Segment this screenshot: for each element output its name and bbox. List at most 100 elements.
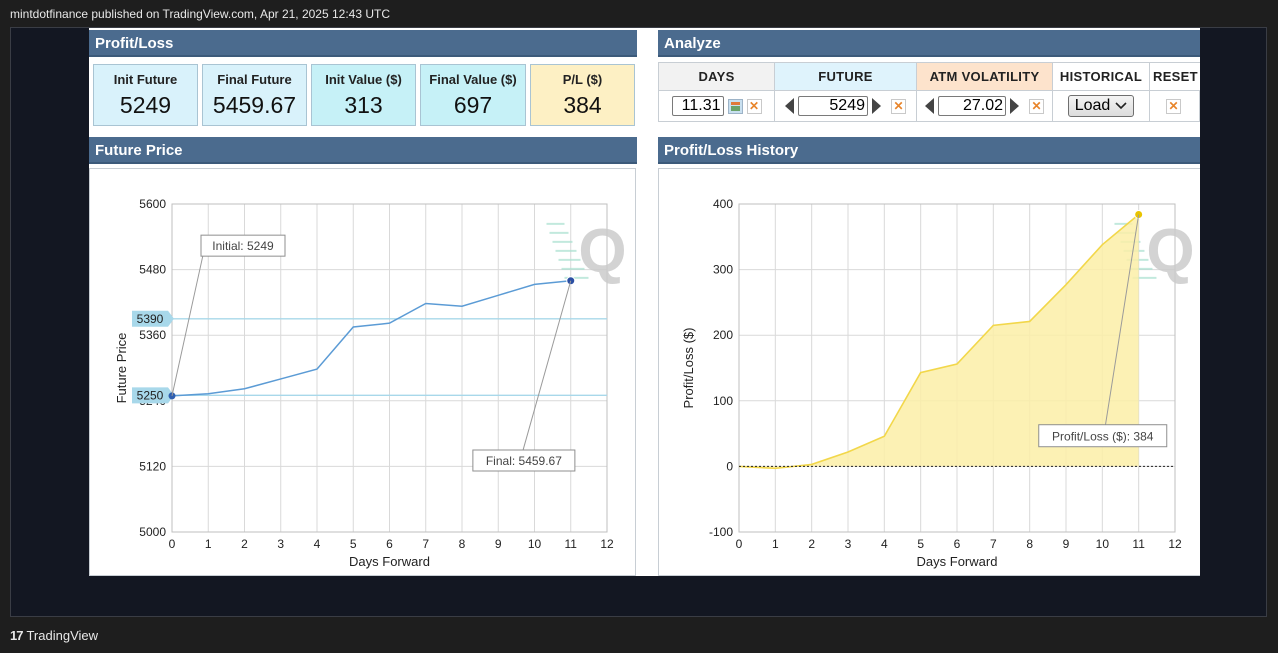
reset-column: RESET ✕ xyxy=(1150,63,1200,121)
summary-card: Final Value ($) 697 xyxy=(420,64,526,126)
pl-history-chart-panel: 0 1 2 3 4 5 6 7 8 9 10 11 12 -100 0 100 200 300 400 Days Fo… xyxy=(658,168,1200,576)
summary-card-label: Final Future xyxy=(217,72,292,87)
publish-info: mintdotfinance published on TradingView.… xyxy=(10,7,391,21)
days-column: DAYS 11.31 ✕ xyxy=(659,63,775,121)
x-tick-label: 0 xyxy=(169,537,176,551)
y-tick-label: 5120 xyxy=(139,459,166,473)
callout-line xyxy=(519,280,572,462)
summary-card: Init Future 5249 xyxy=(93,64,198,126)
y-axis-label: Future Price xyxy=(114,333,129,404)
load-button-label: Load xyxy=(1074,97,1111,114)
x-tick-label: 5 xyxy=(917,537,924,551)
volatility-increase-icon[interactable] xyxy=(1010,98,1019,114)
reference-label: 5250 xyxy=(137,388,164,402)
days-input[interactable]: 11.31 xyxy=(671,96,724,116)
callout-line xyxy=(171,255,204,396)
volatility-clear-icon[interactable]: ✕ xyxy=(1029,98,1044,114)
x-tick-label: 1 xyxy=(205,537,212,551)
x-tick-label: 8 xyxy=(459,537,466,551)
callout-box xyxy=(1038,424,1168,448)
y-tick-label: 5480 xyxy=(139,263,166,277)
plot-area xyxy=(171,203,608,533)
pl-final-label: Profit/Loss ($): 384 xyxy=(1052,430,1154,444)
summary-card-value: 384 xyxy=(563,92,602,118)
tradingview-brand: TradingView xyxy=(26,628,99,643)
historical-column: HISTORICAL Load xyxy=(1053,63,1150,121)
x-tick-label: 3 xyxy=(845,537,852,551)
reference-tag xyxy=(132,310,174,327)
pl-history-header: Profit/Loss History xyxy=(658,137,1200,164)
y-tick-label: 0 xyxy=(726,459,733,473)
reference-label: 5390 xyxy=(137,312,164,326)
plot-area xyxy=(738,203,1176,533)
y-tick-label: 400 xyxy=(713,197,733,211)
volatility-header: ATM VOLATILITY xyxy=(917,63,1052,91)
future-price-chart-panel: 0123456789101112500051205240536054805600… xyxy=(89,168,636,576)
x-tick-label: 2 xyxy=(808,537,815,551)
y-axis-label: Profit/Loss ($) xyxy=(681,328,696,409)
volatility-decrease-icon[interactable] xyxy=(925,98,934,114)
x-tick-label: 5 xyxy=(350,537,357,551)
summary-card-label: Init Value ($) xyxy=(325,72,402,87)
days-clear-icon[interactable]: ✕ xyxy=(746,98,762,114)
x-tick-label: 3 xyxy=(277,537,284,551)
y-tick-label: 5000 xyxy=(139,525,166,539)
calendar-icon[interactable] xyxy=(727,98,743,114)
price-line xyxy=(171,279,571,397)
x-tick-label: 7 xyxy=(990,537,997,551)
y-tick-label: 5360 xyxy=(139,328,166,342)
reset-icon[interactable]: ✕ xyxy=(1166,98,1181,114)
analyze-controls: DAYS 11.31 ✕ FUTURE 5249 ✕ ATM VOLATILIT… xyxy=(658,62,1200,122)
summary-card-value: 313 xyxy=(344,92,383,118)
callout-box xyxy=(472,449,576,472)
x-tick-label: 8 xyxy=(1026,537,1033,551)
summary-card-label: Init Future xyxy=(113,72,178,87)
watermark-q: Q xyxy=(1146,217,1194,286)
x-axis-label: Days Forward xyxy=(917,554,998,569)
analyze-header: Analyze xyxy=(658,30,1200,57)
reference-tag xyxy=(132,387,174,404)
x-tick-label: 4 xyxy=(881,537,888,551)
summary-card-value: 5249 xyxy=(119,92,172,118)
y-tick-label: -100 xyxy=(709,525,733,539)
x-tick-label: 10 xyxy=(1096,537,1110,551)
x-tick-label: 9 xyxy=(1063,537,1070,551)
x-tick-label: 0 xyxy=(736,537,743,551)
reset-header: RESET xyxy=(1150,63,1200,91)
summary-card-label: Final Value ($) xyxy=(429,72,517,87)
tradingview-logo[interactable]: 17 TradingView xyxy=(10,628,98,643)
summary-card: Final Future 5459.67 xyxy=(202,64,307,126)
future-clear-icon[interactable]: ✕ xyxy=(891,98,906,114)
summary-card: Init Value ($) 313 xyxy=(311,64,416,126)
chevron-down-icon xyxy=(1115,102,1127,110)
summary-card-value: 697 xyxy=(453,92,493,118)
volatility-input[interactable]: 27.02 xyxy=(938,96,1006,116)
callout-line xyxy=(1101,214,1140,445)
future-input[interactable]: 5249 xyxy=(798,96,868,116)
y-tick-label: 200 xyxy=(713,328,733,342)
summary-card-value: 5459.67 xyxy=(212,92,297,118)
future-price-chart: 0123456789101112500051205240536054805600… xyxy=(114,197,627,569)
volatility-column: ATM VOLATILITY 27.02 ✕ xyxy=(917,63,1053,121)
x-tick-label: 7 xyxy=(422,537,429,551)
future-column: FUTURE 5249 ✕ xyxy=(775,63,917,121)
x-tick-label: 6 xyxy=(954,537,961,551)
historical-header: HISTORICAL xyxy=(1053,63,1149,91)
summary-card: P/L ($) 384 xyxy=(530,64,635,126)
x-tick-label: 12 xyxy=(1168,537,1182,551)
tradingview-logo-icon: 17 xyxy=(10,628,24,643)
y-tick-label: 100 xyxy=(713,394,733,408)
y-tick-label: 300 xyxy=(713,263,733,277)
future-decrease-icon[interactable] xyxy=(785,98,794,114)
load-button[interactable]: Load xyxy=(1067,95,1135,117)
profit-loss-header: Profit/Loss xyxy=(89,30,637,57)
future-increase-icon[interactable] xyxy=(872,98,881,114)
x-tick-label: 11 xyxy=(565,537,578,551)
final-label: Final: 5459.67 xyxy=(486,454,562,468)
days-header: DAYS xyxy=(659,63,774,91)
x-tick-label: 4 xyxy=(314,537,321,551)
pl-area xyxy=(739,214,1139,469)
summary-card-label: P/L ($) xyxy=(562,72,603,87)
x-tick-label: 11 xyxy=(1132,537,1145,551)
